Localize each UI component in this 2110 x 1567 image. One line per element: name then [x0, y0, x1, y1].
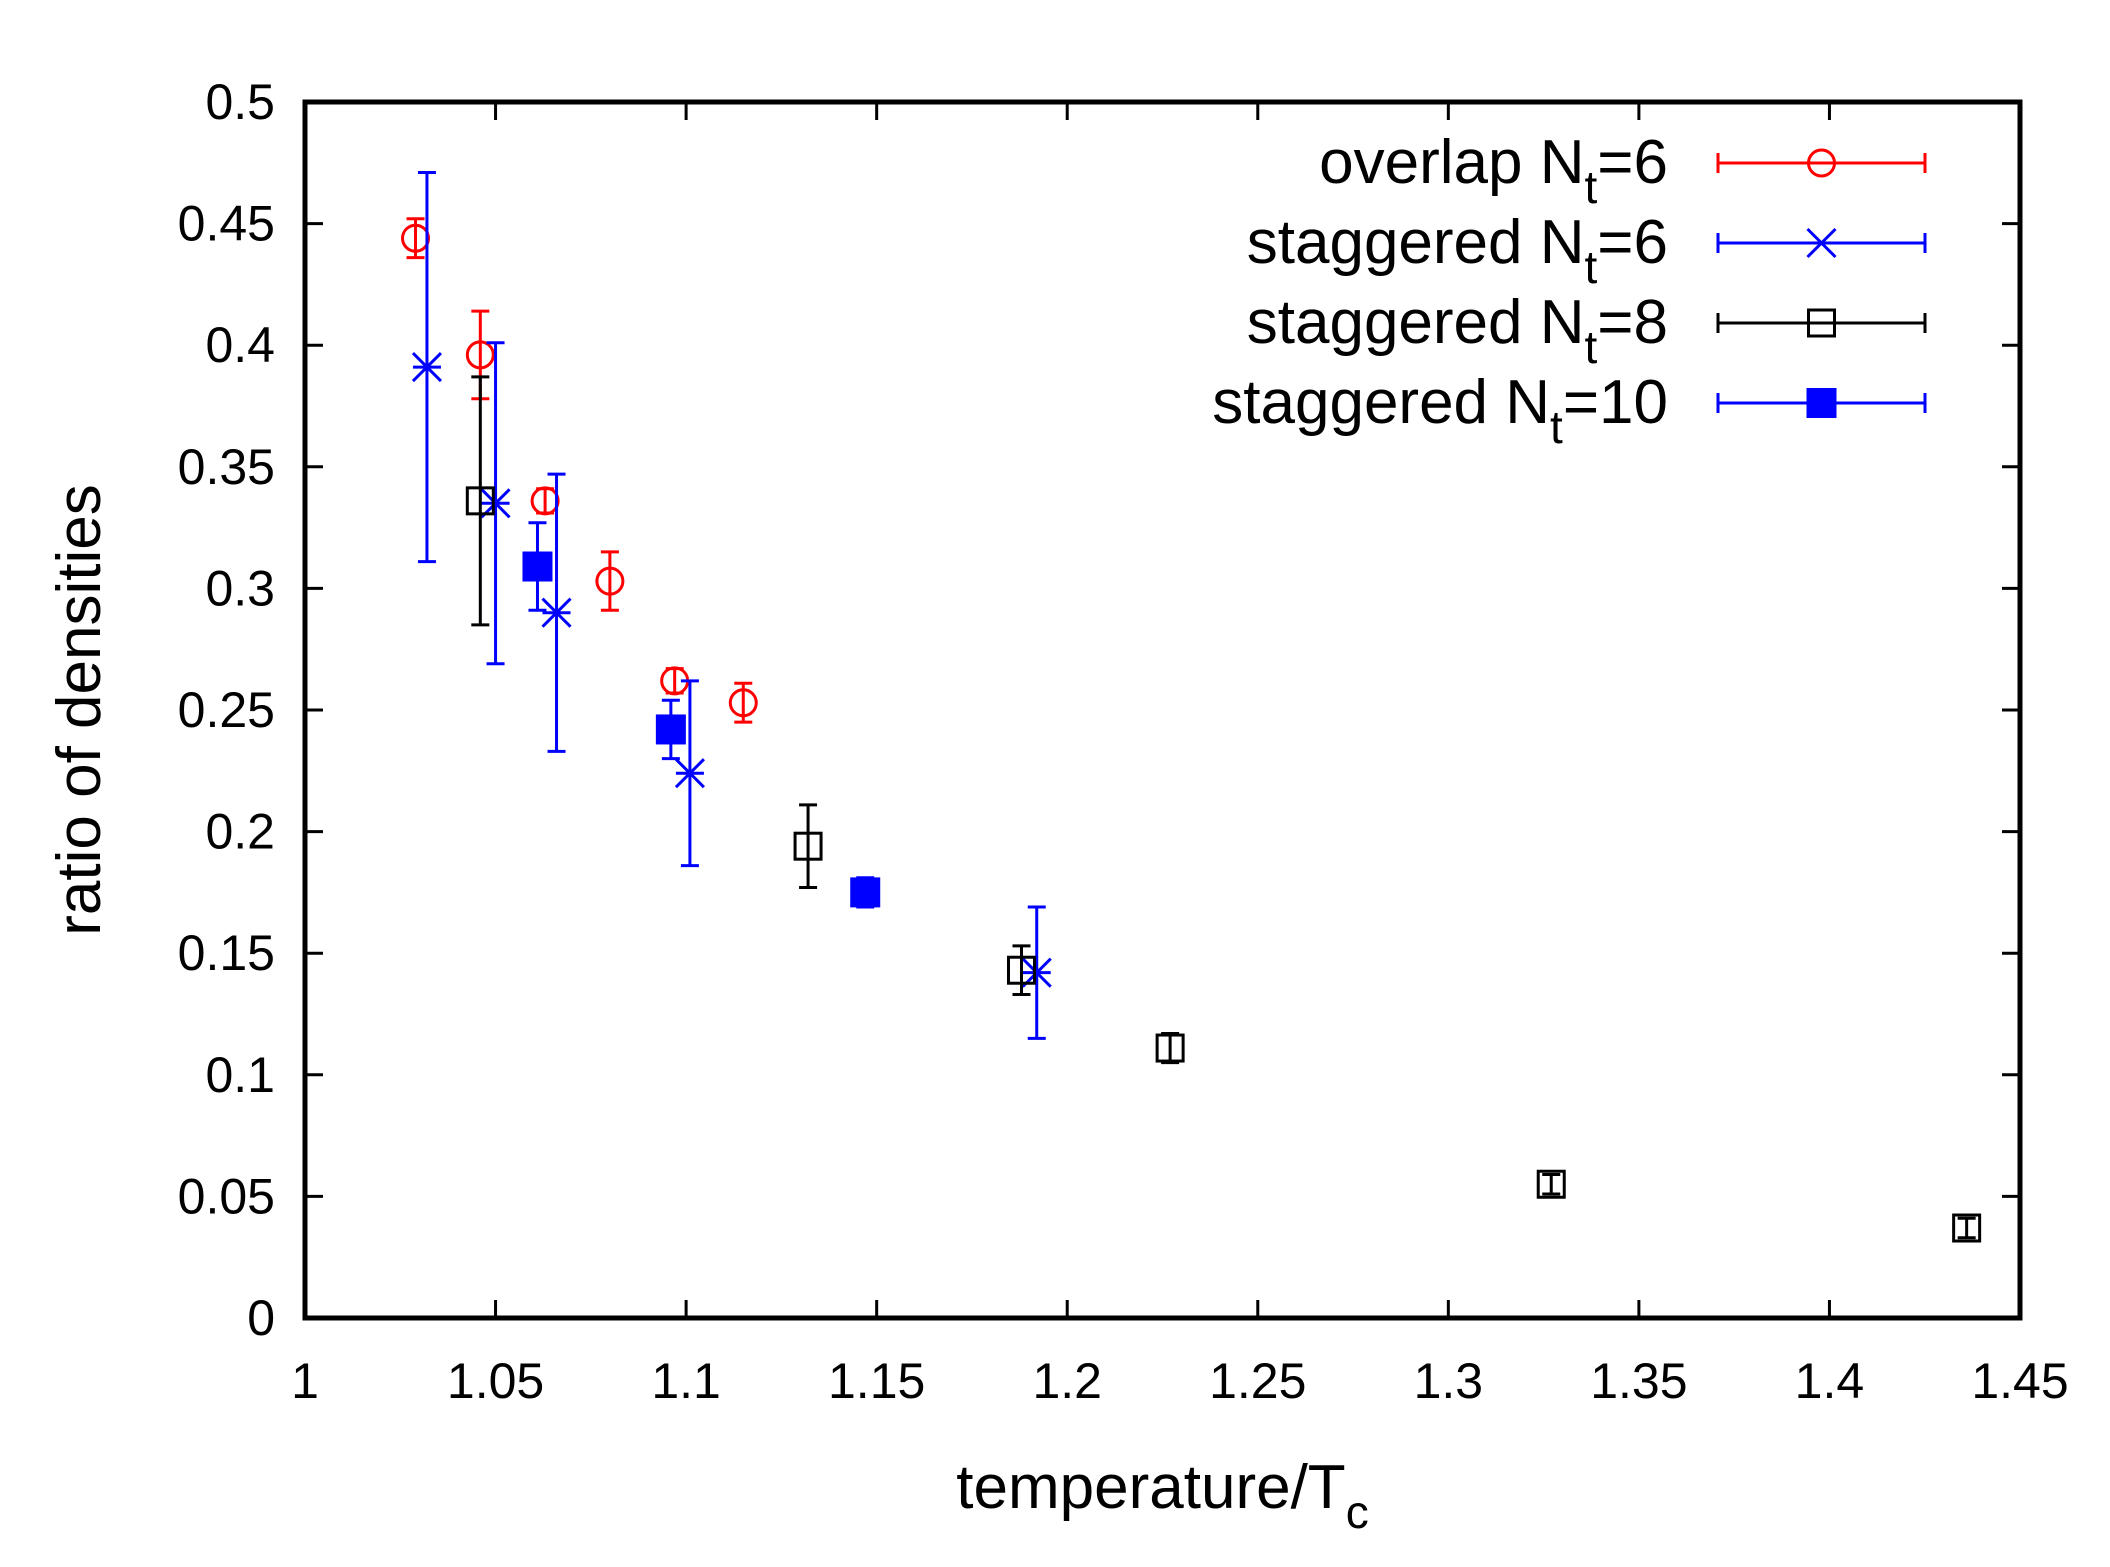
legend-marker — [1806, 388, 1837, 418]
legend-label-1: staggered Nt=6 — [1247, 208, 1668, 293]
data-point-marker — [522, 551, 553, 582]
x-tick-label: 1 — [291, 1353, 319, 1409]
legend-label-name: overlap N — [1319, 128, 1584, 197]
legend-label-name: staggered N — [1212, 368, 1550, 437]
legend-label-sub: t — [1585, 241, 1598, 293]
legend-label-suffix: =8 — [1597, 288, 1668, 357]
data-point-marker-stroke — [541, 597, 572, 628]
x-axis-title: temperature/Tc — [956, 1453, 1368, 1538]
data-point-marker — [655, 714, 686, 745]
legend-label-sub: t — [1585, 321, 1598, 373]
legend-marker — [1806, 227, 1837, 259]
axis-labels: 1 1.05 1.1 1.15 1.2 1.25 1.3 1.35 1.4 1.45 0 0.05 0.… — [45, 74, 2069, 1538]
legend-label-suffix: =10 — [1563, 368, 1668, 437]
x-tick-label: 1.45 — [1971, 1353, 2068, 1409]
series-3 — [522, 521, 881, 909]
y-axis-title: ratio of densities — [45, 484, 114, 935]
data-point-marker — [728, 688, 758, 718]
y-tick-label: 0.05 — [178, 1168, 275, 1224]
y-tick-label: 0.1 — [205, 1047, 275, 1103]
y-tick-label: 0.15 — [178, 925, 275, 981]
series-0 — [401, 217, 758, 724]
x-axis-title-sub: c — [1346, 1486, 1369, 1538]
legend-label-sub: t — [1550, 401, 1563, 453]
x-tick-label: 1.35 — [1590, 1353, 1687, 1409]
data-point-marker — [595, 566, 625, 596]
data-point-marker — [465, 486, 495, 516]
y-tick-label: 0.2 — [205, 804, 275, 860]
legend-label-suffix: =6 — [1597, 128, 1668, 197]
y-tick-label: 0.25 — [178, 682, 275, 738]
data-point-marker — [850, 877, 881, 908]
legend-label-name: staggered N — [1247, 208, 1585, 277]
data-point-marker — [1155, 1033, 1185, 1063]
data-point-marker — [401, 223, 431, 253]
x-axis-title-main: temperature/T — [956, 1453, 1345, 1522]
axis-ticks — [303, 100, 2022, 1320]
x-tick-label: 1.3 — [1414, 1353, 1484, 1409]
x-tick-label: 1.1 — [651, 1353, 721, 1409]
series-1 — [411, 171, 1052, 1040]
legend-marker-stroke — [1806, 227, 1837, 259]
data-point-marker-stroke — [411, 352, 443, 383]
data-point-marker — [1006, 955, 1036, 985]
legend-label-suffix: =6 — [1597, 208, 1668, 277]
x-tick-label: 1.05 — [447, 1353, 544, 1409]
x-tick-label: 1.4 — [1795, 1353, 1865, 1409]
y-tick-label: 0.5 — [205, 74, 275, 130]
data-point-marker — [541, 597, 572, 628]
series-2 — [465, 375, 1982, 1243]
data-point-marker — [674, 758, 705, 789]
y-tick-label: 0.4 — [205, 317, 275, 373]
y-tick-label: 0.35 — [178, 439, 275, 495]
data-point-marker — [530, 486, 560, 516]
legend-label-0: overlap Nt=6 — [1319, 128, 1668, 213]
x-tick-label: 1.25 — [1209, 1353, 1306, 1409]
data-point-marker — [465, 340, 495, 370]
legend-label-2: staggered Nt=8 — [1247, 288, 1668, 373]
y-tick-label: 0.3 — [205, 560, 275, 616]
legend-marker — [1807, 148, 1836, 178]
legend-label-name: staggered N — [1247, 288, 1585, 357]
legend-label-sub: t — [1585, 161, 1598, 213]
legend-marker — [1807, 308, 1836, 338]
x-tick-label: 1.2 — [1032, 1353, 1102, 1409]
y-tick-label: 0 — [247, 1290, 275, 1346]
data-point-marker — [1536, 1169, 1566, 1199]
x-tick-label: 1.15 — [828, 1353, 925, 1409]
y-tick-label: 0.45 — [178, 196, 275, 252]
plot-frame — [302, 99, 2023, 1321]
data-point-marker-stroke — [674, 758, 705, 789]
legend-label-3: staggered Nt=10 — [1212, 368, 1668, 453]
series-layer — [401, 171, 1982, 1243]
data-point-marker — [1952, 1213, 1982, 1243]
data-point-marker — [793, 831, 823, 861]
data-point-marker — [411, 352, 443, 383]
